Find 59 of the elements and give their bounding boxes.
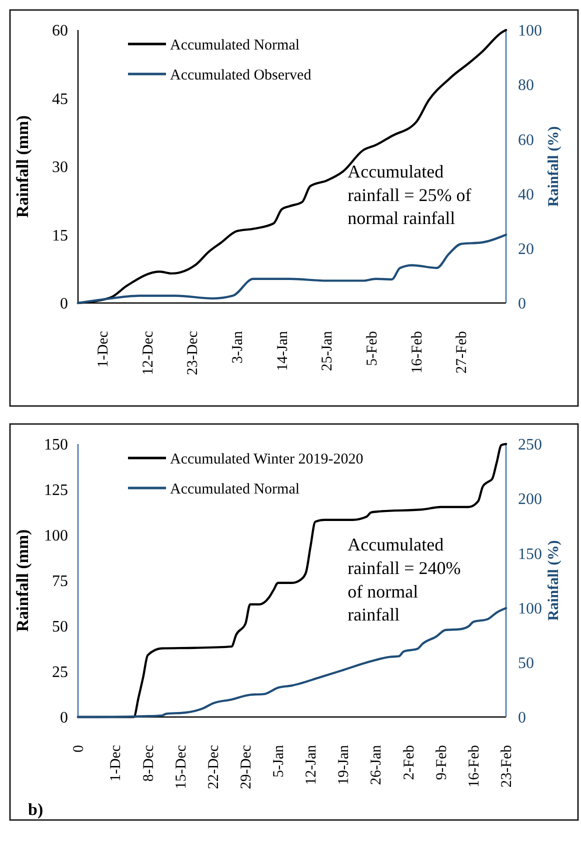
y-tick-label: 75 bbox=[52, 573, 68, 590]
y2-tick-label: 40 bbox=[518, 186, 534, 204]
y2-tick-label: 250 bbox=[518, 436, 542, 454]
x-tick-label: 1-Dec bbox=[108, 744, 124, 782]
x-tick-label: 22-Dec bbox=[206, 744, 222, 790]
y-tick-label: 100 bbox=[44, 528, 68, 545]
y-axis-title: Rainfall (mm) bbox=[13, 529, 32, 632]
y-tick-label: 150 bbox=[44, 436, 68, 454]
x-tick-label: 9-Feb bbox=[434, 745, 450, 780]
y2-tick-label: 150 bbox=[518, 546, 542, 563]
x-tick-label: 25-Jan bbox=[320, 330, 336, 371]
y2-tick-label: 80 bbox=[518, 77, 534, 94]
x-tick-label: 3-Jan bbox=[230, 330, 246, 364]
y-tick-label: 30 bbox=[52, 159, 68, 176]
x-tick-label: 2-Feb bbox=[401, 745, 418, 780]
legend-label: Accumulated Normal bbox=[170, 481, 300, 498]
x-tick-label: 5-Jan bbox=[271, 744, 288, 778]
y2-tick-label: 0 bbox=[518, 710, 526, 727]
legend-label: Accumulated Winter 2019-2020 bbox=[170, 451, 364, 468]
y-tick-label: 45 bbox=[52, 90, 68, 108]
x-tick-label: 16-Feb bbox=[409, 331, 426, 374]
y2-tick-label: 50 bbox=[518, 655, 534, 672]
y-tick-label: 125 bbox=[44, 482, 68, 500]
x-tick-label: 5-Feb bbox=[364, 331, 380, 366]
x-tick-label: 29-Dec bbox=[238, 744, 254, 790]
x-tick-label: 0 bbox=[71, 745, 87, 752]
x-tick-label: 26-Jan bbox=[368, 744, 385, 785]
y-tick-label: 0 bbox=[60, 710, 68, 727]
x-tick-label: 16-Feb bbox=[466, 745, 482, 788]
x-tick-label: 23-Dec bbox=[185, 330, 202, 376]
x-tick-label: 27-Feb bbox=[454, 331, 470, 374]
y-tick-label: 15 bbox=[52, 227, 68, 244]
y2-tick-label: 60 bbox=[518, 132, 534, 149]
annotation: Accumulated rainfall = 240% of normal rainfall bbox=[348, 534, 461, 625]
y-tick-label: 0 bbox=[60, 296, 68, 313]
x-tick-label: 1-Dec bbox=[95, 330, 112, 368]
line-series bbox=[76, 607, 508, 718]
x-tick-label: 19-Jan bbox=[336, 744, 352, 785]
y2-tick-label: 0 bbox=[518, 296, 526, 313]
y-tick-label: 60 bbox=[52, 22, 68, 40]
y-tick-label: 50 bbox=[52, 618, 68, 636]
annotation: Accumulated rainfall = 25% of normal rainfall bbox=[348, 161, 472, 228]
x-tick-label: 15-Dec bbox=[173, 744, 190, 790]
y2-tick-label: 100 bbox=[518, 22, 542, 40]
y2-tick-label: 200 bbox=[518, 491, 542, 508]
x-tick-label: 12-Dec bbox=[140, 330, 156, 376]
y-axis-title: Rainfall (mm) bbox=[13, 115, 32, 218]
text: b) bbox=[28, 800, 44, 819]
y-tick-label: 25 bbox=[52, 664, 68, 682]
x-tick-label: 14-Jan bbox=[274, 330, 291, 371]
y2-tick-label: 100 bbox=[518, 600, 542, 618]
y2-axis-title: Rainfall (%) bbox=[546, 126, 562, 207]
x-tick-label: 8-Dec bbox=[140, 744, 157, 782]
x-tick-label: 12-Jan bbox=[304, 744, 320, 785]
y2-axis-title: Rainfall (%) bbox=[546, 540, 562, 621]
legend-label: Accumulated Observed bbox=[170, 67, 312, 84]
y2-tick-label: 20 bbox=[518, 241, 534, 258]
x-tick-label: 23-Feb bbox=[499, 745, 515, 788]
legend-label: Accumulated Normal bbox=[170, 37, 300, 54]
